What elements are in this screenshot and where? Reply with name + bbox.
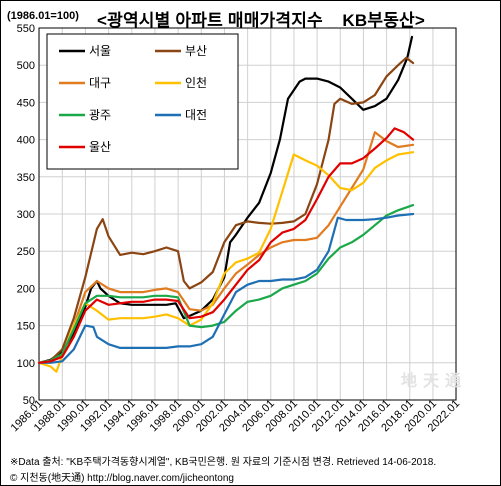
series-line-부산	[37, 56, 415, 364]
y-tick-label: 300	[17, 209, 35, 221]
legend-label-대전: 대전	[185, 108, 207, 122]
series-line-울산	[37, 127, 415, 364]
y-tick-label: 350	[17, 172, 35, 184]
series-line-광주	[37, 204, 415, 364]
source-note: ※Data 출처: "KB주택가격동향시계열", KB국민은행. 원 자료의 기…	[10, 457, 437, 468]
legend-label-대구: 대구	[89, 76, 111, 90]
y-tick-label: 50	[23, 395, 35, 407]
y-axis-unit-label: (1986.01=100)	[7, 10, 79, 22]
y-tick-label: 400	[17, 135, 35, 147]
y-tick-label: 450	[17, 97, 35, 109]
legend-label-서울: 서울	[89, 44, 111, 58]
y-tick-label: 550	[17, 23, 35, 35]
series-line-대구	[37, 131, 415, 364]
chart-title: <광역시별 아파트 매매가격지수 _ KB부동산>	[97, 11, 425, 30]
series-line-서울	[37, 35, 414, 364]
y-tick-label: 500	[17, 60, 35, 72]
y-tick-label: 200	[17, 283, 35, 295]
plot-border	[38, 27, 457, 401]
legend-label-부산: 부산	[185, 44, 207, 58]
y-tick-label: 150	[17, 321, 35, 333]
series-line-인천	[37, 151, 415, 373]
legend-label-광주: 광주	[89, 108, 111, 122]
legend-label-울산: 울산	[89, 140, 111, 154]
y-tick-label: 250	[17, 246, 35, 258]
series-line-대전	[37, 212, 415, 364]
y-tick-label: 100	[17, 358, 35, 370]
author-credit: © 지천동(地天通) http://blog.naver.com/jicheon…	[10, 473, 234, 484]
legend-label-인천: 인천	[185, 75, 207, 90]
legend-box	[46, 33, 239, 170]
watermark: 地天通	[401, 371, 468, 390]
